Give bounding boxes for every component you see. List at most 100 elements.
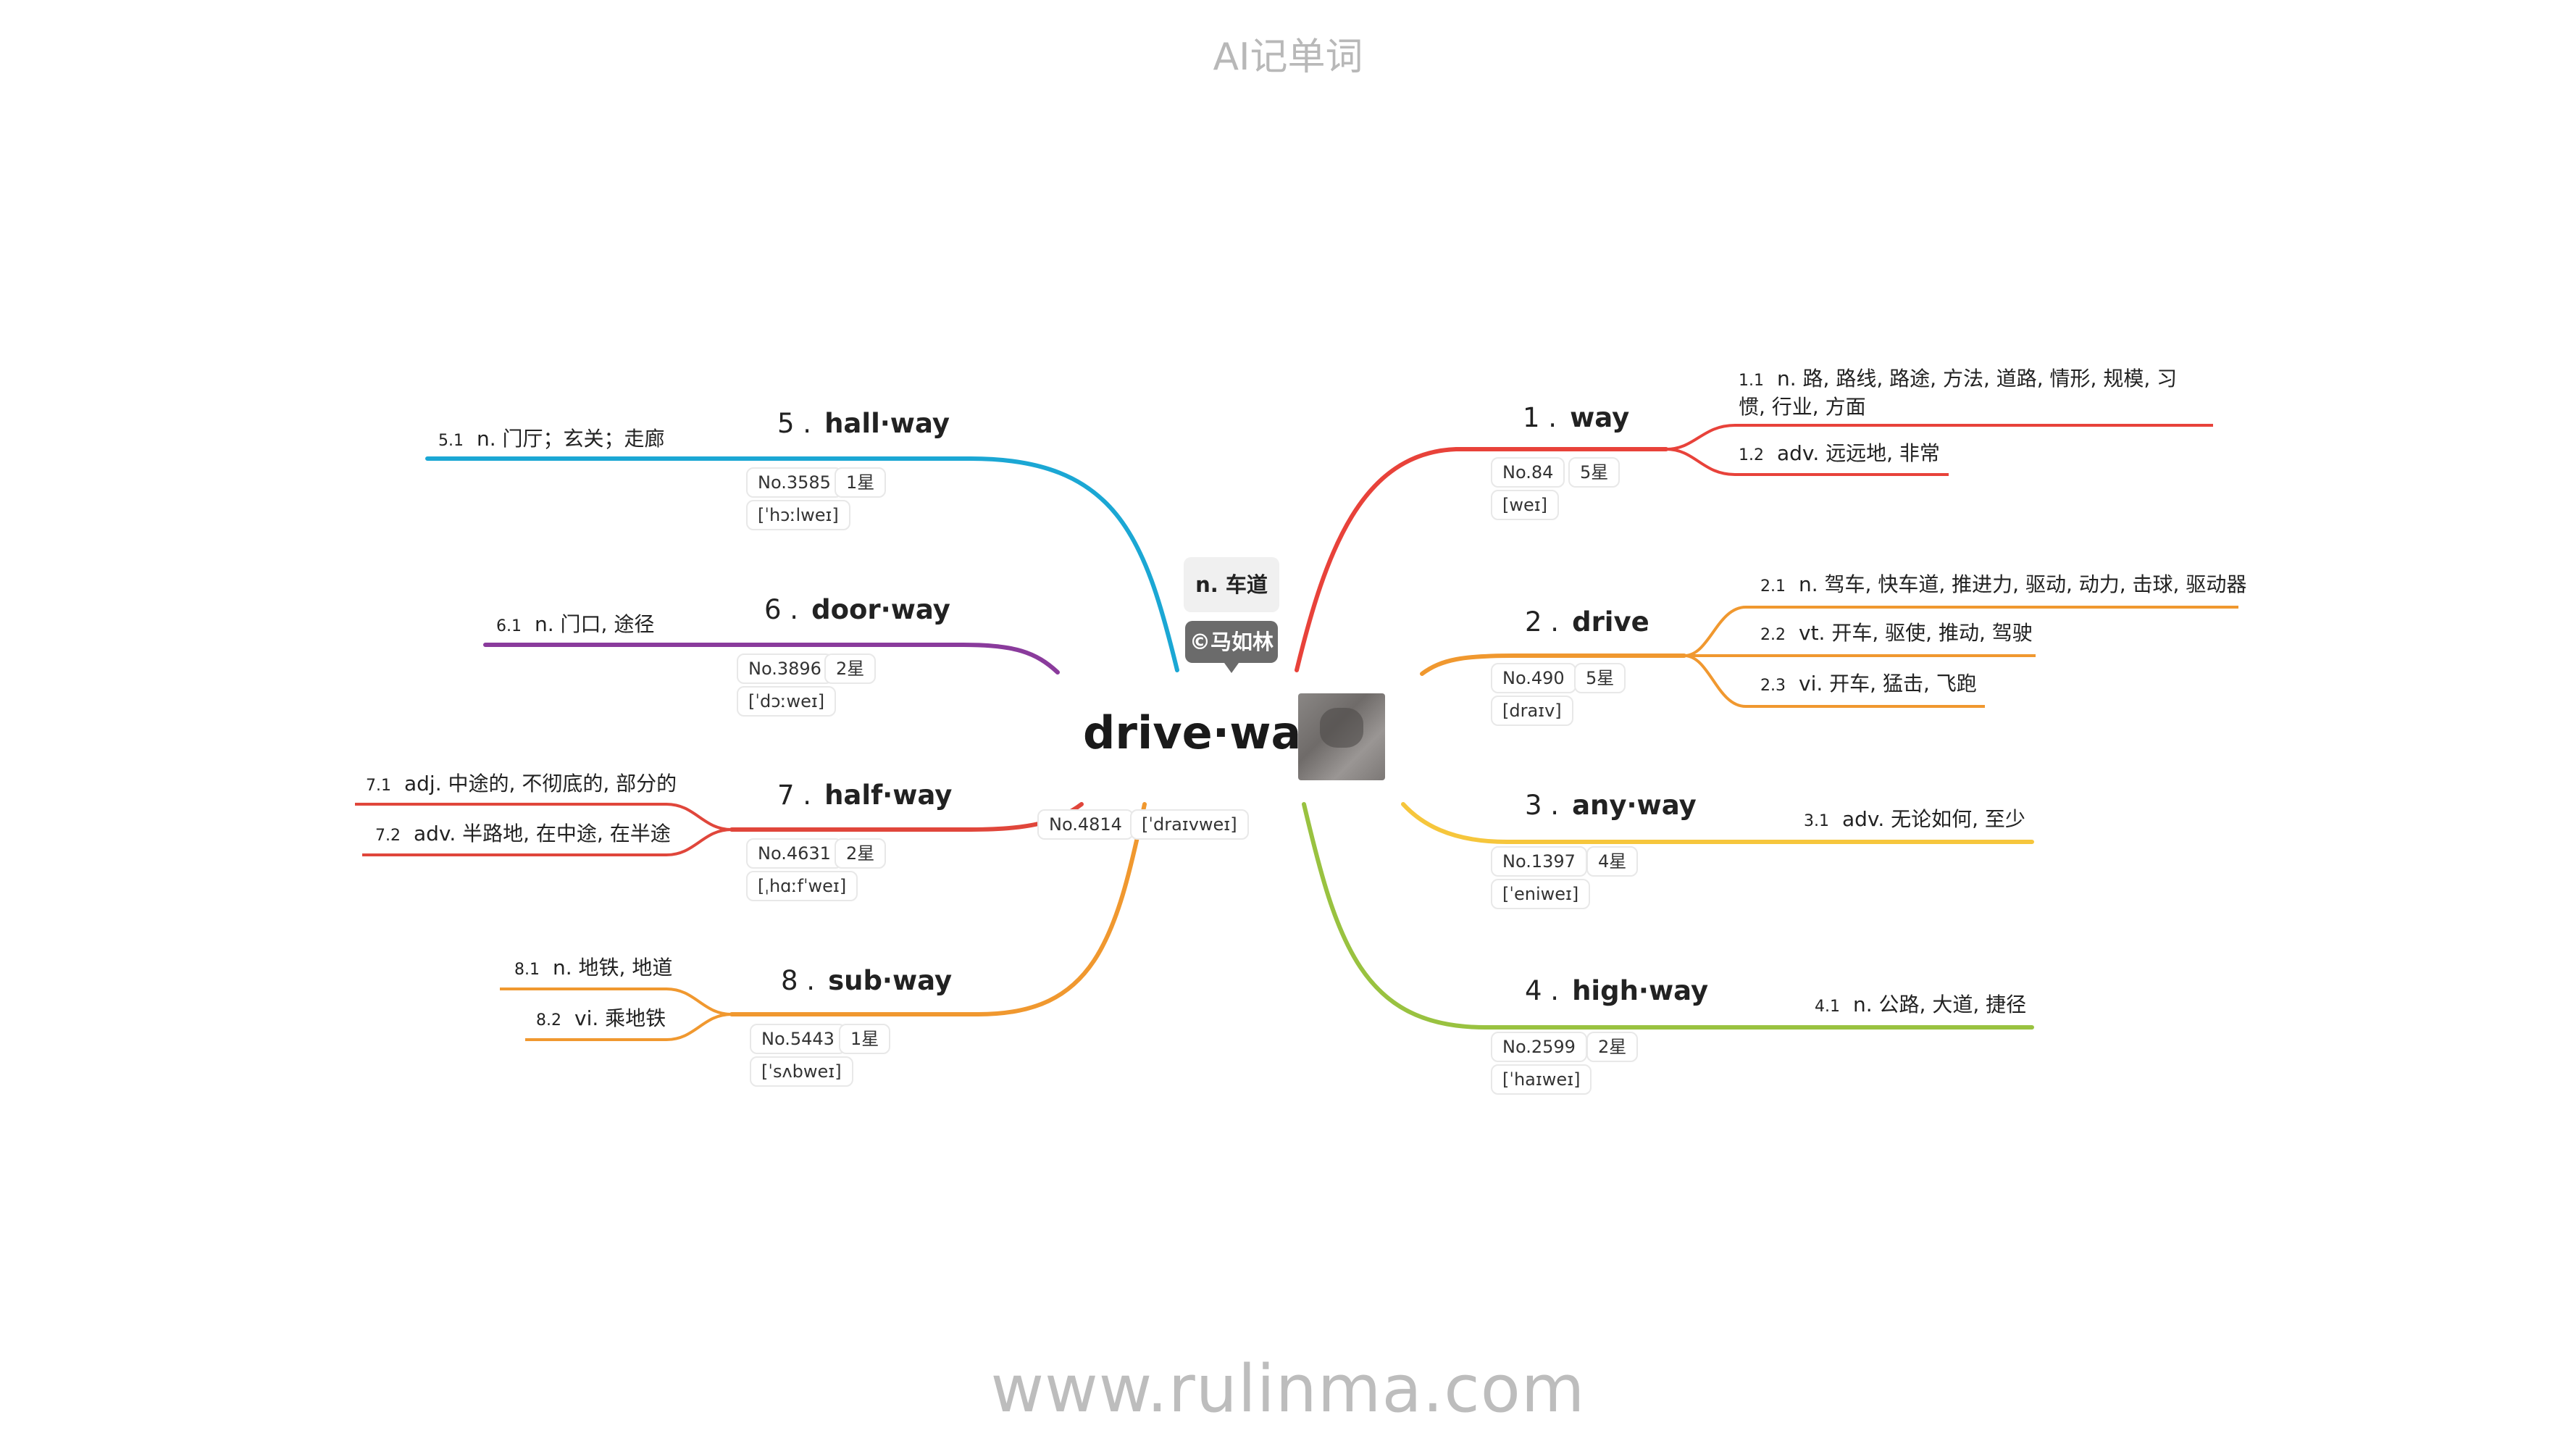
sense-text: n. 路, 路线, 路途, 方法, 道路, 情形, 规模, 习惯, 行业, 方面 xyxy=(1739,367,2178,419)
branch-line-way xyxy=(1295,447,1668,672)
phonetic-badge: [weɪ] xyxy=(1491,490,1560,520)
sense-number: 8.1 xyxy=(514,961,540,979)
phonetic-badge: [ˈeniweɪ] xyxy=(1491,879,1591,909)
footer-url[interactable]: www.rulinma.com xyxy=(990,1351,1586,1427)
sense-item: 8.1 n. 地铁, 地道 xyxy=(514,955,672,983)
stars-badge: 2星 xyxy=(1586,1032,1639,1062)
rank-badge: No.4631 xyxy=(746,838,842,869)
sense-text: adv. 无论如何, 至少 xyxy=(1842,807,2025,831)
center-word[interactable]: drive·way xyxy=(1083,706,1329,759)
word-number: 6 . xyxy=(764,594,799,625)
driveway-photo xyxy=(1298,693,1385,780)
sense-item: 2.3 vi. 开车, 猛击, 飞跑 xyxy=(1760,671,1977,699)
word-text: any·way xyxy=(1572,790,1697,821)
rank-badge: No.1397 xyxy=(1491,846,1587,877)
word-number: 4 . xyxy=(1525,975,1560,1006)
branch-line-highway xyxy=(1302,802,2034,1030)
center-rank-badge: No.4814 xyxy=(1037,809,1134,840)
stars-badge: 1星 xyxy=(835,467,887,498)
word-number: 7 . xyxy=(777,780,812,811)
word-node-anyway[interactable]: 3 . any·way xyxy=(1525,790,1697,821)
sense-number: 6.1 xyxy=(496,617,522,635)
sense-text: n. 门厅；玄关；走廊 xyxy=(477,427,665,451)
sense-item: 5.1 n. 门厅；玄关；走廊 xyxy=(438,426,665,454)
sense-text: n. 门口, 途径 xyxy=(535,612,655,636)
word-node-halfway[interactable]: 7 . half·way xyxy=(777,780,952,811)
word-node-hallway[interactable]: 5 . hall·way xyxy=(777,408,950,439)
sense-number: 2.1 xyxy=(1760,577,1786,596)
sense-item: 1.1 n. 路, 路线, 路途, 方法, 道路, 情形, 规模, 习惯, 行业,… xyxy=(1739,366,2180,420)
branch-line-drive xyxy=(1420,653,1686,676)
rank-badge: No.5443 xyxy=(750,1024,846,1054)
word-node-doorway[interactable]: 6 . door·way xyxy=(764,594,950,625)
word-text: door·way xyxy=(811,594,950,625)
sense-line-way-2 xyxy=(1665,448,1949,476)
rank-badge: No.84 xyxy=(1491,457,1565,488)
phonetic-badge: [ˈdɔːweɪ] xyxy=(737,686,837,717)
sense-item: 8.2 vi. 乘地铁 xyxy=(536,1006,666,1034)
stars-badge: 2星 xyxy=(824,653,877,684)
sense-line-way-1 xyxy=(1665,424,2213,451)
sense-text: vi. 开车, 猛击, 飞跑 xyxy=(1799,672,1977,696)
word-node-highway[interactable]: 4 . high·way xyxy=(1525,975,1708,1006)
sense-item: 7.2 adv. 半路地, 在中途, 在半途 xyxy=(375,821,671,849)
sense-number: 7.1 xyxy=(366,777,391,795)
sense-text: adj. 中途的, 不彻底的, 部分的 xyxy=(404,772,677,796)
sense-number: 4.1 xyxy=(1815,998,1840,1016)
author-bubble: ©马如林 xyxy=(1185,621,1278,673)
word-number: 1 . xyxy=(1523,402,1557,433)
stars-badge: 5星 xyxy=(1574,663,1626,693)
sense-number: 2.2 xyxy=(1760,626,1786,644)
phonetic-badge: [ˈhaɪweɪ] xyxy=(1491,1064,1592,1095)
word-node-way[interactable]: 1 . way xyxy=(1523,402,1629,433)
word-text: drive xyxy=(1572,606,1649,638)
sense-item: 2.2 vt. 开车, 驱使, 推动, 驾驶 xyxy=(1760,620,2033,648)
sense-number: 8.2 xyxy=(536,1011,561,1030)
sense-text: adv. 半路地, 在中途, 在半途 xyxy=(414,822,671,845)
phonetic-badge: [ˌhɑːfˈweɪ] xyxy=(746,871,858,901)
app-title: AI记单词 xyxy=(1213,36,1363,79)
sense-text: adv. 远远地, 非常 xyxy=(1777,441,1940,465)
center-meaning-bubble: n. 车道 xyxy=(1184,557,1279,612)
stars-badge: 4星 xyxy=(1586,846,1639,877)
sense-text: vt. 开车, 驱使, 推动, 驾驶 xyxy=(1799,621,2033,645)
word-text: sub·way xyxy=(828,965,953,996)
sense-number: 3.1 xyxy=(1804,812,1829,830)
branch-line-hallway xyxy=(425,456,1179,672)
sense-number: 5.1 xyxy=(438,432,464,450)
sense-line-drive-3 xyxy=(1684,654,1985,708)
sense-number: 1.1 xyxy=(1739,372,1764,390)
phonetic-badge: [ˈhɔːlweɪ] xyxy=(746,500,850,530)
word-text: high·way xyxy=(1572,975,1709,1006)
branch-line-anyway xyxy=(1401,802,2034,844)
word-number: 3 . xyxy=(1525,790,1560,821)
sense-number: 1.2 xyxy=(1739,446,1764,464)
sense-line-subway-2 xyxy=(525,1013,732,1041)
sense-number: 7.2 xyxy=(375,827,401,845)
word-text: hall·way xyxy=(824,408,950,439)
sense-line-halfway-2 xyxy=(362,828,732,856)
sense-text: n. 地铁, 地道 xyxy=(553,956,673,980)
center-phonetic: [ˈdraɪvweɪ] xyxy=(1130,809,1249,840)
sense-item: 1.2 adv. 远远地, 非常 xyxy=(1739,440,1940,469)
word-node-subway[interactable]: 8 . sub·way xyxy=(781,965,952,996)
sense-text: vi. 乘地铁 xyxy=(574,1006,666,1030)
stars-badge: 2星 xyxy=(835,838,887,869)
sense-item: 2.1 n. 驾车, 快车道, 推进力, 驱动, 动力, 击球, 驱动器 xyxy=(1760,572,2246,600)
sense-line-subway-1 xyxy=(500,987,732,1016)
sense-line-drive-1 xyxy=(1684,606,2238,657)
rank-badge: No.2599 xyxy=(1491,1032,1587,1062)
branch-line-doorway xyxy=(483,643,1060,675)
rank-badge: No.490 xyxy=(1491,663,1576,693)
word-number: 8 . xyxy=(781,965,816,996)
sense-line-halfway-1 xyxy=(355,803,732,831)
branch-line-subway xyxy=(729,802,1147,1016)
word-number: 5 . xyxy=(777,408,812,439)
word-number: 2 . xyxy=(1525,606,1560,638)
word-node-drive[interactable]: 2 . drive xyxy=(1525,606,1649,638)
rank-badge: No.3585 xyxy=(746,467,842,498)
word-text: way xyxy=(1570,402,1630,433)
sense-text: n. 驾车, 快车道, 推进力, 驱动, 动力, 击球, 驱动器 xyxy=(1799,572,2247,596)
photo-detail xyxy=(1320,708,1363,748)
stars-badge: 1星 xyxy=(839,1024,891,1054)
